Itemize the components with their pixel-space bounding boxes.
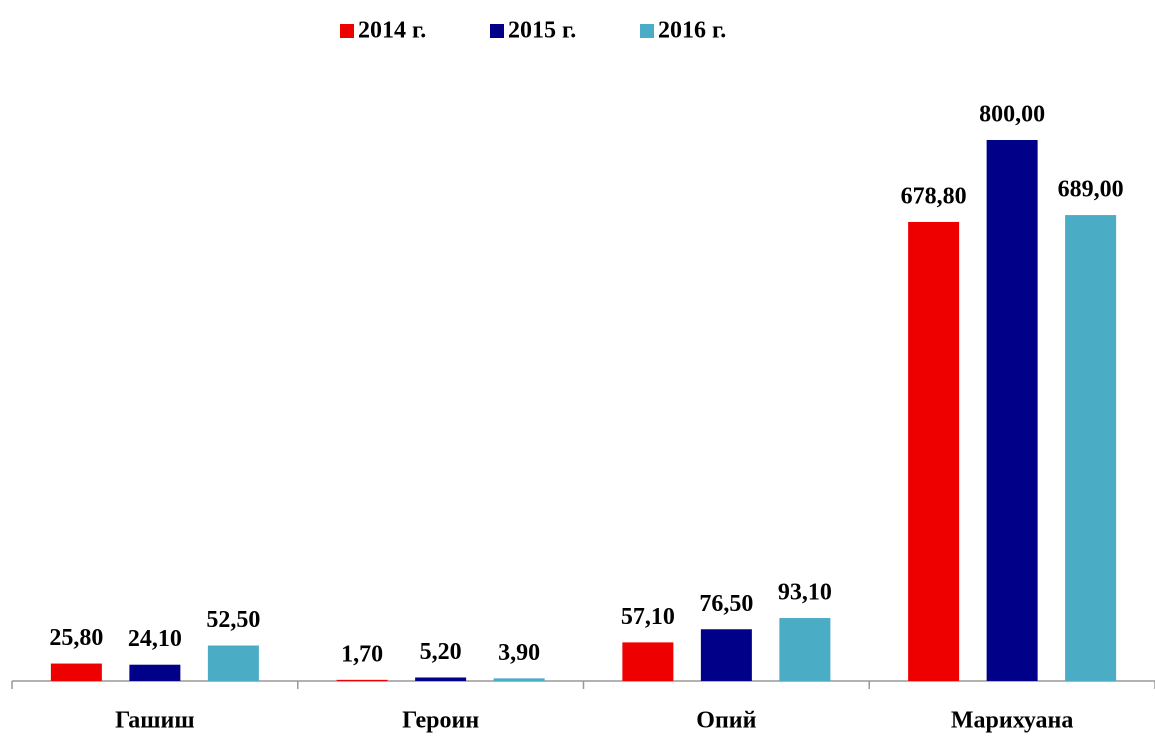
legend-swatch <box>490 24 504 38</box>
legend-swatch <box>340 24 354 38</box>
data-label: 52,50 <box>206 607 260 633</box>
bar <box>779 618 831 681</box>
bar <box>908 221 960 682</box>
bar <box>622 642 674 681</box>
data-label: 1,70 <box>341 641 383 667</box>
legend-label: 2016 г. <box>658 18 726 44</box>
data-label: 678,80 <box>901 183 967 209</box>
data-label: 800,00 <box>979 102 1045 128</box>
x-tick-label: Опий <box>696 708 756 734</box>
legend-swatch <box>640 24 654 38</box>
legend-label: 2015 г. <box>508 18 576 44</box>
x-tick-label: Героин <box>402 708 479 734</box>
data-label: 57,10 <box>621 604 675 630</box>
bar <box>700 629 752 681</box>
data-label: 689,00 <box>1058 177 1124 203</box>
data-label: 25,80 <box>49 625 103 651</box>
bar <box>207 645 259 681</box>
bar <box>50 663 102 681</box>
data-label: 24,10 <box>128 626 182 652</box>
bar <box>415 677 467 681</box>
x-tick-label: Гашиш <box>115 708 195 734</box>
bar <box>986 140 1038 681</box>
bar <box>336 679 388 681</box>
data-label: 76,50 <box>699 591 753 617</box>
bar <box>1065 215 1117 681</box>
bar <box>493 678 545 681</box>
data-label: 93,10 <box>778 580 832 606</box>
x-tick-label: Марихуана <box>951 708 1073 734</box>
data-label: 3,90 <box>498 640 540 666</box>
bar <box>129 664 181 681</box>
data-label: 5,20 <box>420 639 462 665</box>
legend-label: 2014 г. <box>358 18 426 44</box>
